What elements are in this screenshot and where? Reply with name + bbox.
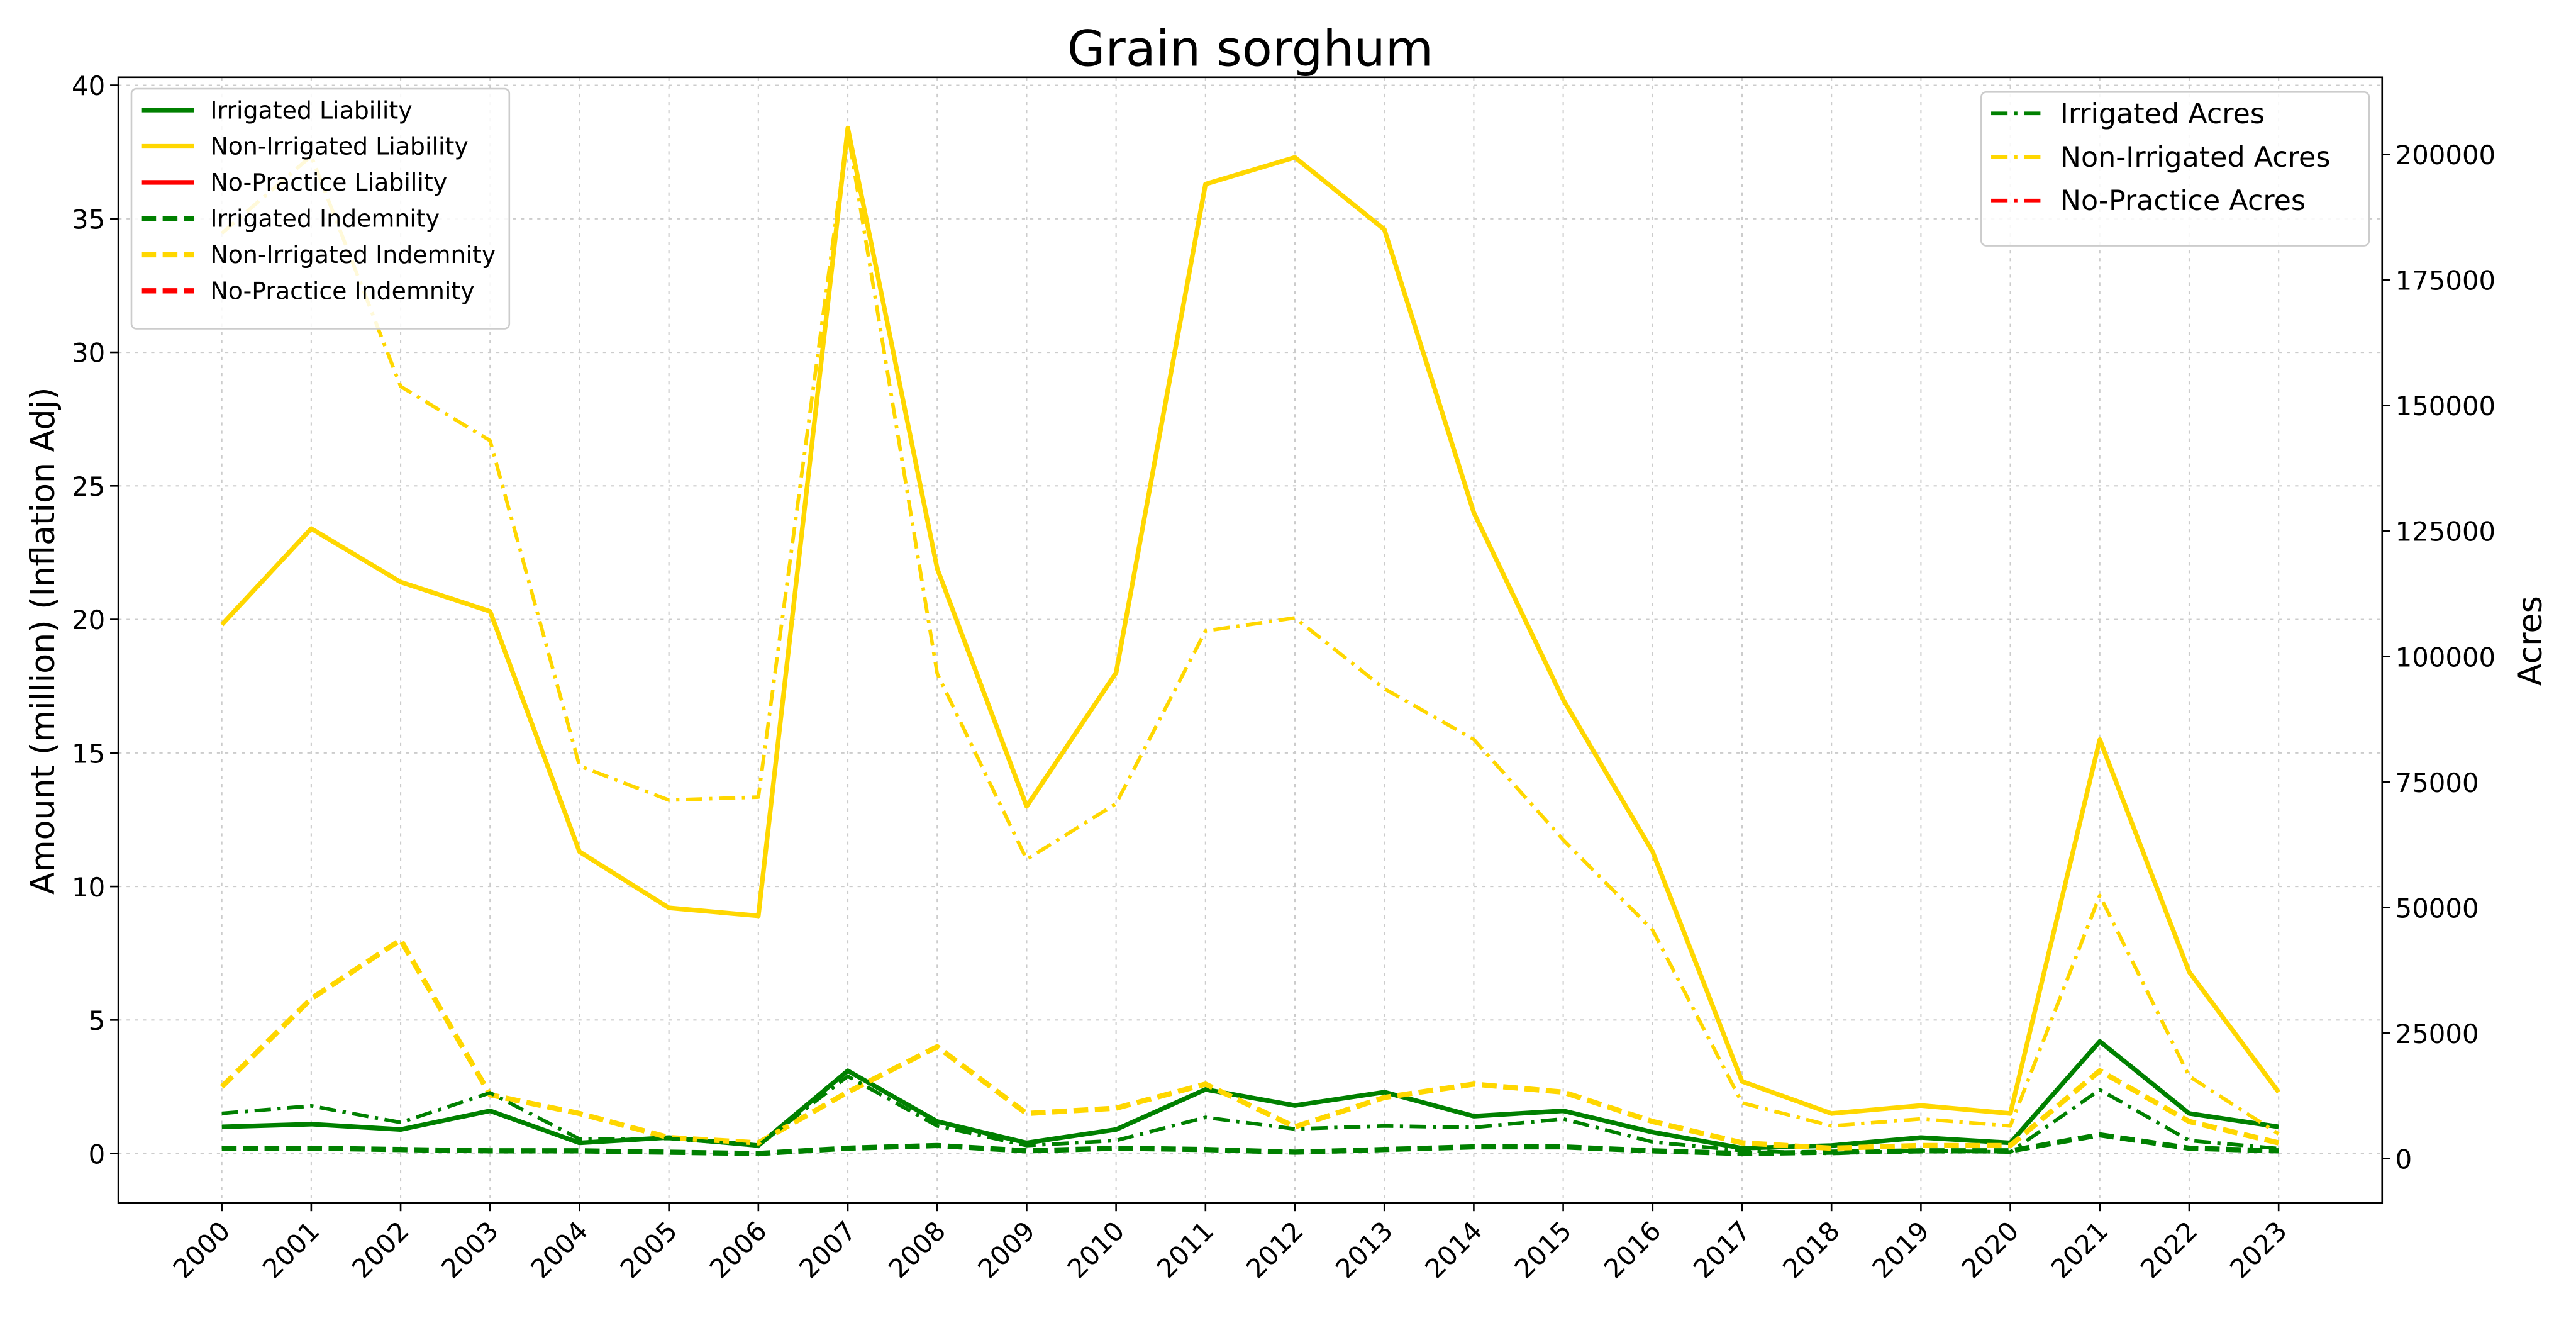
legend-box: [1980, 91, 2370, 247]
legend-label: Irrigated Acres: [2060, 98, 2265, 130]
lines: [219, 125, 2281, 1156]
y-tick-label: 10: [72, 872, 105, 903]
legend-label: Irrigated Liability: [210, 96, 412, 124]
series-line: [219, 125, 2281, 1116]
y-tick-label: 15: [72, 738, 105, 769]
y-tick-label: 25: [72, 471, 105, 502]
grid: [118, 77, 2382, 1204]
chart-title: Grain sorghum: [1067, 20, 1433, 77]
y2-tick-label: 50000: [2396, 893, 2479, 924]
legend-label: Non-Irrigated Acres: [2060, 142, 2331, 174]
legend-label: No-Practice Indemnity: [210, 277, 474, 305]
series-line: [221, 1074, 2279, 1156]
plot-frame: [117, 76, 2384, 1204]
y-tick-label: 35: [72, 204, 105, 235]
series-line: [220, 129, 2280, 1136]
y2-tick-label: 100000: [2396, 642, 2496, 673]
y2-axis-label: Acres: [2512, 596, 2550, 686]
y2-tick-label: 150000: [2396, 391, 2496, 422]
legend-label: Non-Irrigated Liability: [210, 133, 468, 160]
legend-box: [130, 87, 511, 330]
y2-tick-label: 125000: [2396, 517, 2496, 547]
legend-label: No-Practice Liability: [210, 169, 447, 196]
legend-label: No-Practice Acres: [2060, 185, 2306, 217]
y-tick-label: 20: [72, 605, 105, 635]
y2-tick-label: 75000: [2396, 768, 2479, 798]
legends: Irrigated Liability Non-Irrigated Liabili…: [130, 87, 2370, 330]
y2-tick-label: 175000: [2396, 265, 2496, 296]
y-tick-label: 5: [89, 1005, 106, 1036]
y2-tick-label: 0: [2396, 1144, 2412, 1175]
legend-label: Non-Irrigated Indemnity: [210, 241, 496, 269]
y-tick-label: 30: [72, 338, 105, 369]
y2-tick-label: 25000: [2396, 1019, 2479, 1049]
series-line: [219, 937, 2280, 1151]
y-tick-label: 0: [89, 1139, 106, 1170]
series-line: [221, 1039, 2279, 1151]
y-axis-label: Amount (million) (Inflation Adj): [25, 387, 62, 895]
legend-label: Irrigated Indemnity: [210, 205, 440, 233]
y2-tick-label: 200000: [2396, 140, 2496, 170]
y-tick-label: 40: [72, 70, 105, 101]
